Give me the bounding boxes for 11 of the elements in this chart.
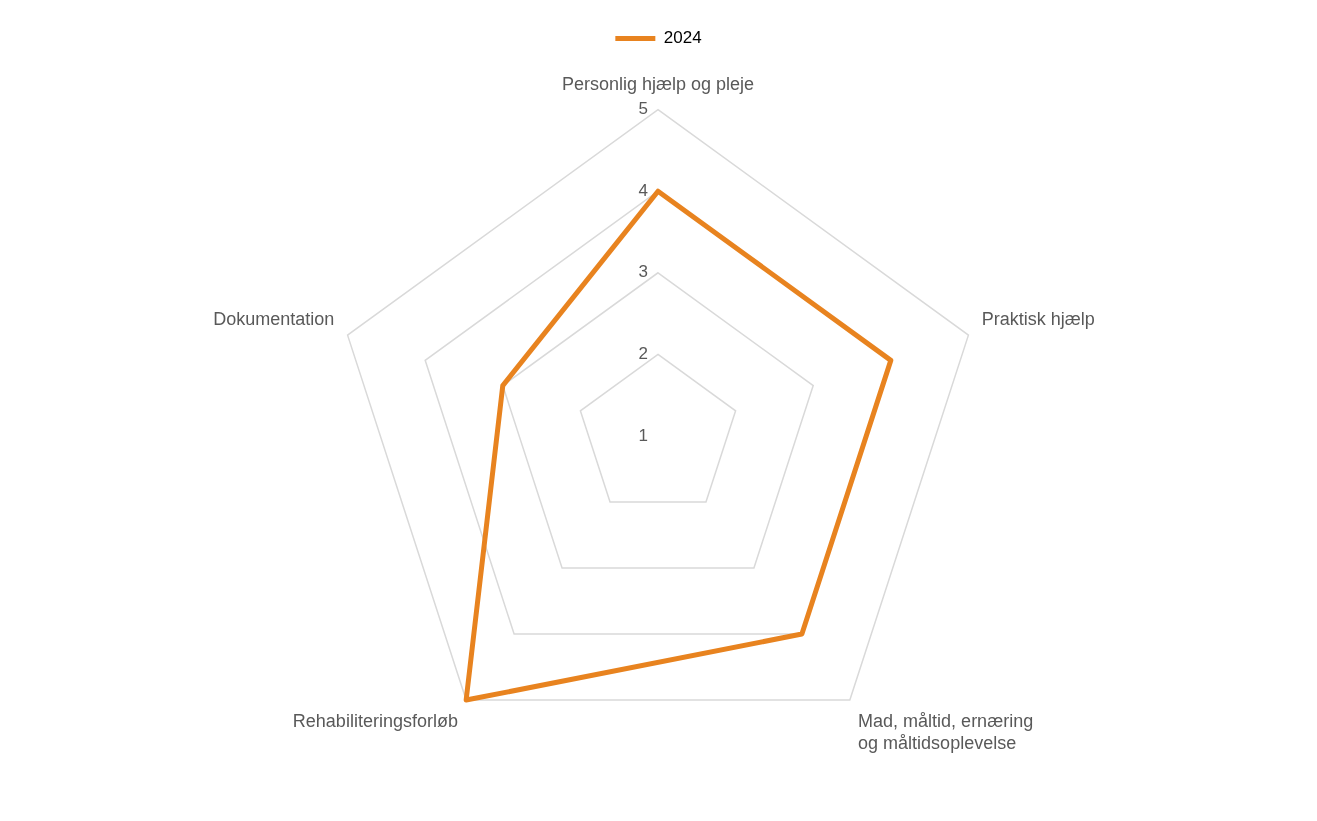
y-tick-label: 4 (638, 180, 648, 200)
spoke-label: Rehabiliteringsforløb (292, 711, 458, 732)
spoke-label: Personlig hjælp og pleje (561, 73, 755, 94)
spoke-label: Mad, måltid, ernæring og måltidsoplevelse (858, 711, 1034, 753)
y-tick-label: 5 (638, 99, 648, 119)
legend-label: 2024 (663, 28, 702, 48)
y-tick-label: 2 (638, 344, 648, 364)
spoke-label: Praktisk hjælp (981, 308, 1095, 329)
y-tick-label: 3 (638, 262, 648, 282)
spoke-label: Dokumentation (213, 308, 335, 329)
y-tick-label: 1 (638, 425, 648, 445)
